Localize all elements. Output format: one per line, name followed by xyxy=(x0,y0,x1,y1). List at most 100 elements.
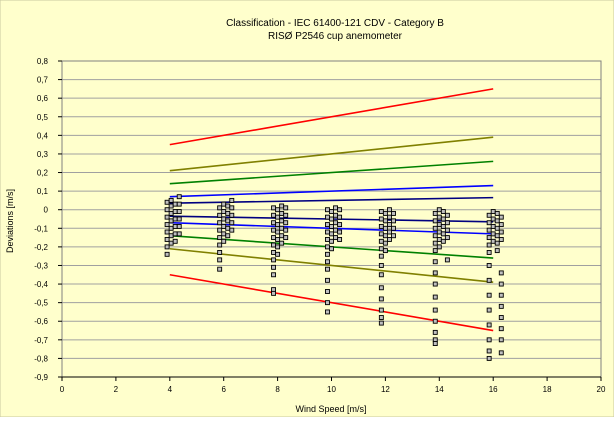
y-tick-label: 0,4 xyxy=(37,131,49,140)
data-point xyxy=(168,210,174,216)
data-point xyxy=(378,272,384,278)
data-point xyxy=(494,210,500,216)
data-point xyxy=(378,315,384,320)
data-point xyxy=(279,210,285,216)
data-point xyxy=(217,220,223,226)
data-point xyxy=(486,307,492,313)
data-point xyxy=(325,244,330,250)
data-point xyxy=(432,225,438,231)
y-tick-label: -0,6 xyxy=(34,317,48,326)
data-point xyxy=(391,225,396,231)
data-point xyxy=(172,231,178,237)
y-tick-label: -0,5 xyxy=(34,299,48,308)
data-point xyxy=(498,350,504,356)
data-point xyxy=(164,244,170,250)
data-point xyxy=(440,216,446,222)
data-point xyxy=(229,197,235,203)
data-point xyxy=(440,231,446,237)
y-axis-label: Deviations [m/s] xyxy=(5,189,15,253)
data-point xyxy=(486,337,492,343)
y-tick-label: 0,1 xyxy=(37,187,49,196)
data-point xyxy=(494,240,500,246)
data-point xyxy=(436,214,442,220)
data-point xyxy=(378,296,384,302)
data-point xyxy=(172,223,178,229)
data-point xyxy=(176,231,182,237)
data-point xyxy=(386,236,392,242)
x-axis-label: Wind Speed [m/s] xyxy=(295,404,366,414)
data-point xyxy=(432,307,438,313)
data-point xyxy=(432,218,438,224)
deviation-points xyxy=(164,194,504,361)
data-point xyxy=(217,250,223,255)
data-point xyxy=(172,238,178,244)
data-point xyxy=(229,212,235,218)
data-point xyxy=(325,207,330,213)
data-point xyxy=(325,309,330,315)
data-point xyxy=(486,355,492,361)
data-point xyxy=(168,203,174,209)
data-point xyxy=(337,236,343,242)
data-point xyxy=(498,292,504,298)
data-point xyxy=(486,212,492,218)
data-point xyxy=(329,223,334,229)
data-point xyxy=(217,257,223,263)
data-point xyxy=(498,281,504,287)
data-point xyxy=(271,290,277,296)
data-point xyxy=(176,201,182,207)
limit-line-blue xyxy=(169,184,494,198)
data-point xyxy=(164,222,170,228)
data-point xyxy=(486,348,492,354)
data-point xyxy=(444,212,450,218)
data-point xyxy=(325,229,330,235)
data-point xyxy=(283,220,289,226)
data-point xyxy=(444,257,450,263)
data-point xyxy=(337,207,343,213)
data-point xyxy=(378,285,384,291)
data-point xyxy=(432,248,438,254)
data-point xyxy=(490,238,496,244)
data-point xyxy=(486,263,492,268)
data-point xyxy=(271,272,277,278)
data-point xyxy=(436,229,442,235)
data-point xyxy=(271,235,277,241)
data-point xyxy=(490,209,496,215)
data-point xyxy=(486,292,492,298)
data-point xyxy=(432,341,438,346)
data-point xyxy=(378,231,384,237)
data-point xyxy=(444,220,450,226)
data-point xyxy=(382,225,388,231)
x-tick-label: 14 xyxy=(435,385,444,394)
x-tick-label: 12 xyxy=(381,385,390,394)
data-point xyxy=(432,210,438,216)
data-point xyxy=(382,218,388,224)
data-point xyxy=(486,235,492,241)
chart-title: Classification - IEC 61400-121 CDV - Cat… xyxy=(226,18,444,29)
limit-line-red xyxy=(169,273,494,332)
limit-line-olive xyxy=(169,247,494,283)
data-point xyxy=(275,251,281,257)
data-point xyxy=(217,212,223,218)
data-point xyxy=(490,231,496,237)
data-point xyxy=(382,210,388,216)
data-point xyxy=(217,242,223,248)
data-point xyxy=(494,233,500,239)
y-axis: 0,8 0,7 0,6 0,5 0,4 0,3 0,2 0,1 0 -0,1 -0,2 -0,3 -0,… xyxy=(34,57,62,382)
data-point xyxy=(386,222,392,228)
data-point xyxy=(436,244,442,250)
data-point xyxy=(168,197,174,203)
data-point xyxy=(229,220,235,226)
data-point xyxy=(229,227,235,233)
data-point xyxy=(271,257,277,263)
data-point xyxy=(333,235,338,241)
y-tick-label: 0,8 xyxy=(37,57,49,66)
data-point xyxy=(432,240,438,246)
data-point xyxy=(444,227,450,233)
x-tick-label: 0 xyxy=(60,385,65,394)
y-tick-label: -0,1 xyxy=(34,224,48,233)
data-point xyxy=(172,209,178,215)
data-point xyxy=(275,207,281,213)
data-point xyxy=(333,212,338,218)
data-point xyxy=(279,233,285,239)
